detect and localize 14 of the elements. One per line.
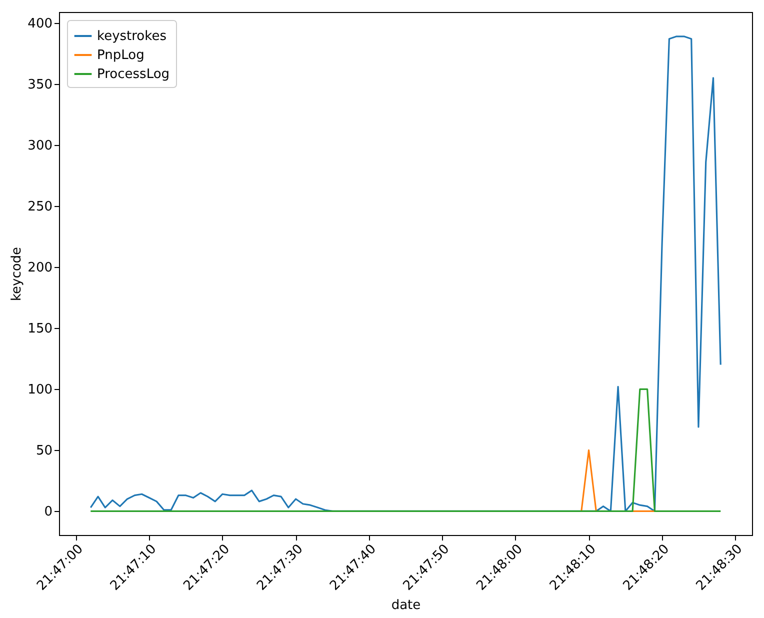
legend-label: keystrokes bbox=[97, 29, 167, 44]
y-tick-label: 50 bbox=[36, 444, 52, 459]
y-tick-label: 300 bbox=[28, 138, 52, 154]
x-axis-title: date bbox=[391, 598, 421, 613]
y-tick-label: 200 bbox=[28, 260, 52, 276]
y-tick-label: 100 bbox=[28, 382, 52, 398]
y-axis-title: keycode bbox=[10, 246, 25, 302]
y-tick-label: 150 bbox=[28, 322, 52, 337]
legend-label: PnpLog bbox=[97, 48, 144, 63]
y-tick-label: 350 bbox=[28, 78, 52, 93]
y-tick-label: 250 bbox=[28, 200, 52, 215]
y-tick-label: 400 bbox=[28, 16, 52, 32]
legend-label: ProcessLog bbox=[97, 67, 170, 82]
y-tick-label: 0 bbox=[44, 504, 52, 520]
